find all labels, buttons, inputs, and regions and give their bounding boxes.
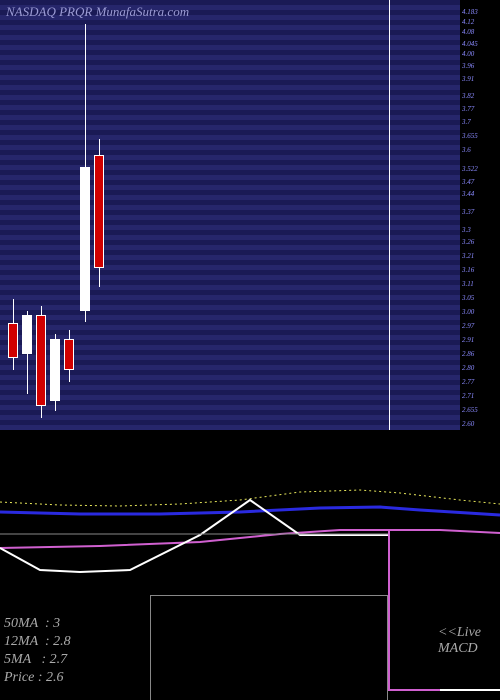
axis-tick-label: 3.6 [462, 146, 471, 154]
indicator-panel [0, 430, 500, 700]
candle-body [8, 323, 18, 359]
info-row: 12MA : 2.8 [4, 633, 71, 651]
axis-tick-label: 2.91 [462, 336, 474, 344]
axis-tick-label: 3.522 [462, 165, 478, 173]
axis-tick-label: 2.60 [462, 420, 474, 428]
axis-tick-label: 3.3 [462, 226, 471, 234]
axis-tick-label: 2.86 [462, 350, 474, 358]
info-row: Price : 2.6 [4, 669, 71, 687]
candle-body [22, 315, 32, 353]
axis-tick-label: 3.82 [462, 92, 474, 100]
axis-tick-label: 3.655 [462, 132, 478, 140]
axis-tick-label: 3.00 [462, 308, 474, 316]
axis-tick-label: 3.11 [462, 280, 474, 288]
info-row: 5MA : 2.7 [4, 651, 71, 669]
ticker-label: PRQR [59, 4, 92, 19]
info-row: 50MA : 3 [4, 615, 71, 633]
magenta-line [0, 530, 500, 548]
axis-tick-label: 3.7 [462, 118, 471, 126]
candle-body [50, 339, 60, 401]
axis-tick-label: 3.21 [462, 252, 474, 260]
candle-body [36, 315, 46, 406]
axis-tick-label: 2.71 [462, 392, 474, 400]
axis-tick-label: 3.44 [462, 190, 474, 198]
axis-tick-label: 4.08 [462, 28, 474, 36]
axis-tick-label: 4.183 [462, 8, 478, 16]
axis-tick-label: 2.80 [462, 364, 474, 372]
axis-tick-label: 3.77 [462, 105, 474, 113]
exchange-label: NASDAQ [6, 4, 56, 19]
axis-tick-label: 3.47 [462, 178, 474, 186]
axis-tick-label: 3.05 [462, 294, 474, 302]
axis-tick-label: 4.045 [462, 40, 478, 48]
axis-tick-label: 2.97 [462, 322, 474, 330]
axis-tick-label: 2.655 [462, 406, 478, 414]
candle-body [80, 167, 90, 310]
magenta-drop [389, 530, 440, 690]
axis-tick-label: 3.96 [462, 62, 474, 70]
blue-line [0, 507, 500, 515]
candle-body [94, 155, 104, 267]
chart-header: NASDAQ PRQR MunafaSutra.com [6, 4, 189, 20]
histogram-frame [150, 595, 388, 700]
ma-info-box: 50MA : 312MA : 2.85MA : 2.7Price : 2.6 [4, 615, 71, 687]
site-label: MunafaSutra.com [96, 4, 190, 19]
macd-live-text: <<Live [438, 625, 481, 641]
axis-tick-label: 4.12 [462, 18, 474, 26]
axis-tick-label: 3.91 [462, 75, 474, 83]
axis-tick-label: 4.00 [462, 50, 474, 58]
axis-tick-label: 2.77 [462, 378, 474, 386]
price-axis: 4.183 4.12 4.08 4.045 4.00 3.96 3.91 3.82 3.77 3.… [460, 0, 500, 430]
macd-label: <<Live MACD [438, 625, 481, 657]
axis-tick-label: 3.16 [462, 266, 474, 274]
stock-chart: 4.183 4.12 4.08 4.045 4.00 3.96 3.91 3.82 3.77 3.… [0, 0, 500, 700]
axis-tick-label: 3.26 [462, 238, 474, 246]
axis-tick-label: 3.37 [462, 208, 474, 216]
price-panel [0, 0, 460, 430]
macd-text: MACD [438, 641, 481, 657]
yellow-dotted [0, 490, 500, 506]
candle-body [64, 339, 74, 370]
